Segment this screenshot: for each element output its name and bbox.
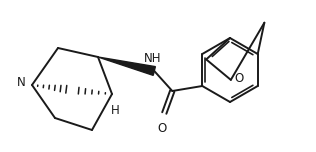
Text: H: H: [111, 104, 119, 117]
Text: O: O: [158, 122, 167, 135]
Text: N: N: [17, 76, 26, 90]
Polygon shape: [98, 57, 155, 75]
Text: O: O: [235, 72, 244, 85]
Text: NH: NH: [143, 52, 161, 65]
